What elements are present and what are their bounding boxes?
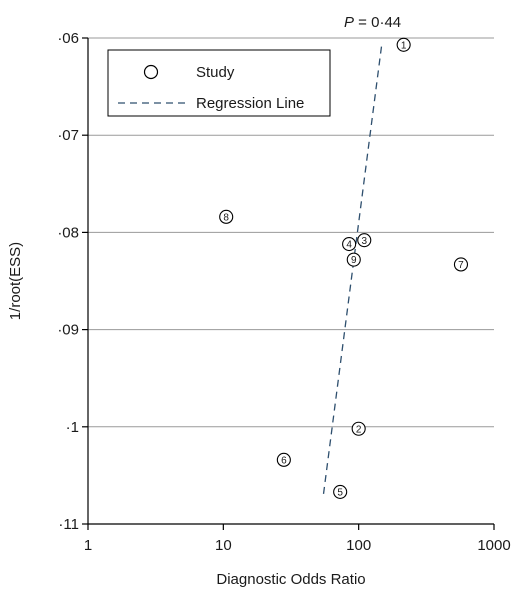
study-point: 9 [346,252,361,267]
study-point: 6 [276,452,291,467]
y-tick-label: ·09 [57,322,79,339]
study-point-marker [357,233,372,248]
p-value-text: = 0·44 [354,14,401,31]
legend-box [107,49,331,117]
x-axis-title: Diagnostic Odds Ratio [216,571,365,588]
y-ticks: ·06 ·07 ·08 ·09 ·1 ·11 [57,30,88,533]
x-tick-label: 10 [215,537,232,554]
axes [87,38,494,525]
study-point-marker [342,237,357,252]
y-tick-label: ·07 [57,127,79,144]
study-point: 2 [351,421,366,436]
p-value-annotation: P = 0·44 [344,14,401,31]
study-point-marker [276,452,291,467]
y-axis-title: 1/root(ESS) [7,242,24,320]
study-point-label: 7 [458,260,464,271]
study-point-label: 6 [281,455,287,466]
study-point-label: 8 [223,212,229,223]
study-point-label: 1 [401,40,407,51]
study-point-marker [453,257,469,272]
study-point-label: 5 [337,488,343,499]
study-points: 1 2 34 5 6 7 8 9 [219,37,469,499]
study-point-marker [396,37,411,52]
p-value-symbol: P [344,14,354,31]
y-tick-label: ·06 [57,30,79,47]
study-point: 8 [219,209,234,224]
legend: Study Regression Line [107,49,331,117]
study-point: 1 [396,37,411,52]
x-tick-label: 1000 [477,537,510,554]
gridlines [88,37,494,428]
study-point: 7 [453,257,469,272]
legend-regression-label: Regression Line [196,95,304,112]
study-point-label: 3 [361,236,367,247]
study-point: 4 [342,237,357,252]
study-point-marker [346,252,361,267]
y-tick-label: ·08 [57,224,79,241]
study-point-label: 9 [351,255,357,266]
study-point: 5 [333,484,348,499]
x-tick-label: 100 [346,537,371,554]
regression-line-group [322,44,383,494]
study-point-marker [351,421,366,436]
regression-line [322,44,383,494]
y-tick-label: ·1 [66,419,79,436]
study-point: 3 [357,233,372,248]
x-ticks: 1 10 100 1000 [84,524,511,554]
study-point-label: 4 [346,240,352,251]
y-tick-label: ·11 [58,516,79,533]
study-point-label: 2 [356,424,362,435]
study-point-marker [333,484,348,499]
x-tick-label: 1 [84,537,92,554]
study-point-marker [219,209,234,224]
legend-study-marker [143,64,159,80]
legend-study-label: Study [196,64,235,81]
